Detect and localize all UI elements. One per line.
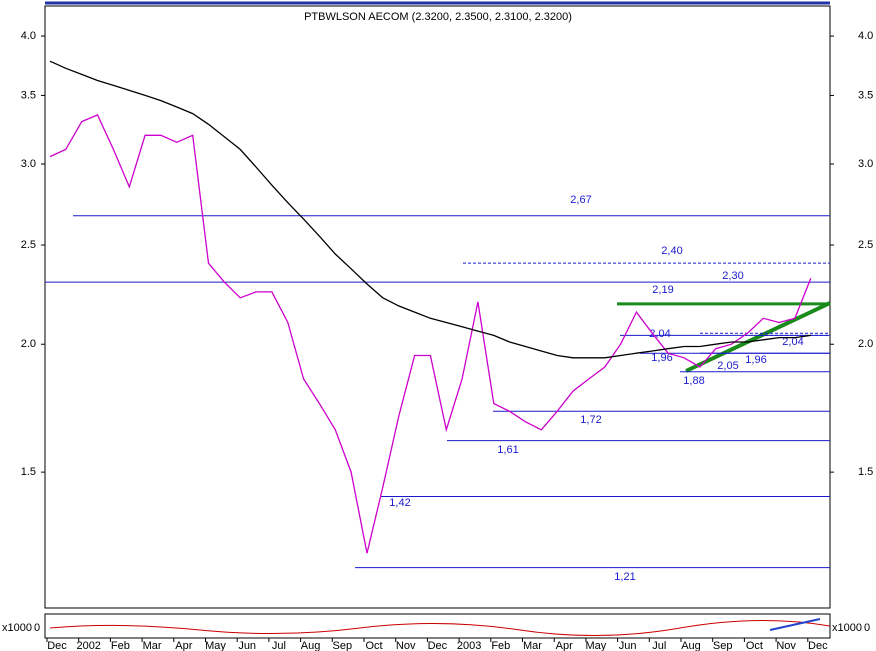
x-tick-label: 2003 <box>457 640 481 651</box>
volume-zero: 0 <box>34 622 40 634</box>
x-tick-label: Sep <box>713 640 733 651</box>
trend-line <box>685 301 831 373</box>
level-label: 2,04 <box>782 336 803 348</box>
x-tick-label: Feb <box>491 640 510 651</box>
y-tick-label: 1.5 <box>21 466 36 478</box>
level-label: 1,21 <box>614 571 635 583</box>
series-line <box>49 114 812 554</box>
chart-title: PTBWLSON AECOM (2.3200, 2.3500, 2.3100, … <box>304 11 572 23</box>
volume-line <box>49 619 831 637</box>
y-tick-label: 2.0 <box>858 338 873 350</box>
y-tick-label: 1.5 <box>858 466 873 478</box>
level-label: 1,96 <box>745 354 766 366</box>
x-tick-label: May <box>205 640 226 651</box>
y-tick-label: 3.0 <box>858 158 873 170</box>
level-label: 1,61 <box>497 444 518 456</box>
x-tick-label: Apr <box>556 640 573 651</box>
y-tick-label: 3.5 <box>858 89 873 101</box>
x-tick-label: Nov <box>396 640 416 651</box>
x-tick-label: Dec <box>428 640 448 651</box>
y-tick-label: 2.5 <box>858 239 873 251</box>
level-label: 1,72 <box>580 414 601 426</box>
x-tick-label: May <box>586 640 607 651</box>
level-label: 2,40 <box>661 245 682 257</box>
volume-zero: 0 <box>864 622 870 634</box>
y-tick-label: 4.0 <box>858 30 873 42</box>
y-tick-label: 3.0 <box>21 158 36 170</box>
x-tick-label: 2002 <box>76 640 100 651</box>
volume-unit: x1000 <box>2 622 32 634</box>
level-label: 2,67 <box>570 194 591 206</box>
plot-frame <box>44 5 831 609</box>
x-tick-label: Aug <box>301 640 321 651</box>
x-tick-label: Dec <box>808 640 828 651</box>
x-tick-label: Nov <box>776 640 796 651</box>
y-tick-label: 4.0 <box>21 30 36 42</box>
x-tick-label: Oct <box>746 640 763 651</box>
y-tick-label: 2.5 <box>21 239 36 251</box>
x-tick-label: Aug <box>681 640 701 651</box>
level-label: 1,42 <box>389 497 410 509</box>
level-label: 2,05 <box>717 360 738 372</box>
level-label: 1,96 <box>651 352 672 364</box>
x-tick-label: Jul <box>652 640 666 651</box>
x-tick-label: Jun <box>238 640 256 651</box>
level-label: 2,30 <box>722 270 743 282</box>
x-tick-label: Mar <box>143 640 162 651</box>
level-label: 2,19 <box>652 284 673 296</box>
y-tick-label: 3.5 <box>21 89 36 101</box>
x-tick-label: Mar <box>523 640 542 651</box>
x-tick-label: Oct <box>365 640 382 651</box>
x-tick-label: Feb <box>111 640 130 651</box>
series-line <box>49 60 811 359</box>
x-tick-label: Apr <box>175 640 192 651</box>
x-tick-label: Sep <box>333 640 353 651</box>
x-tick-label: Jun <box>619 640 637 651</box>
x-tick-label: Dec <box>47 640 67 651</box>
y-tick-label: 2.0 <box>21 338 36 350</box>
volume-line <box>769 618 821 631</box>
level-label: 1,88 <box>683 375 704 387</box>
x-tick-label: Jul <box>272 640 286 651</box>
volume-unit: x1000 <box>832 622 862 634</box>
